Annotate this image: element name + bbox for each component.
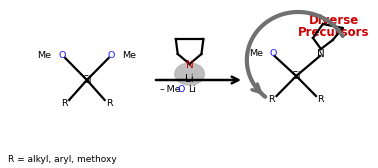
Text: Me: Me [37,52,51,60]
Text: Me: Me [122,52,136,60]
Ellipse shape [175,63,204,85]
Text: R: R [61,98,68,108]
Text: Me: Me [249,49,263,57]
Text: R: R [318,94,324,103]
Text: O: O [108,52,115,60]
Text: O: O [59,52,66,60]
Text: N: N [317,49,325,59]
Text: Si: Si [291,71,301,81]
Text: Li: Li [189,86,197,94]
Text: – Me: – Me [160,86,181,94]
Text: Precursors: Precursors [298,26,370,38]
Text: Si: Si [82,75,92,85]
Text: O: O [177,86,184,94]
Text: R: R [106,98,113,108]
Text: R = alkyl, aryl, methoxy: R = alkyl, aryl, methoxy [8,156,117,164]
Text: Li: Li [185,74,194,84]
Text: Diverse: Diverse [308,13,359,27]
Text: O: O [270,49,277,57]
Text: R: R [268,94,275,103]
Text: N: N [186,60,194,70]
